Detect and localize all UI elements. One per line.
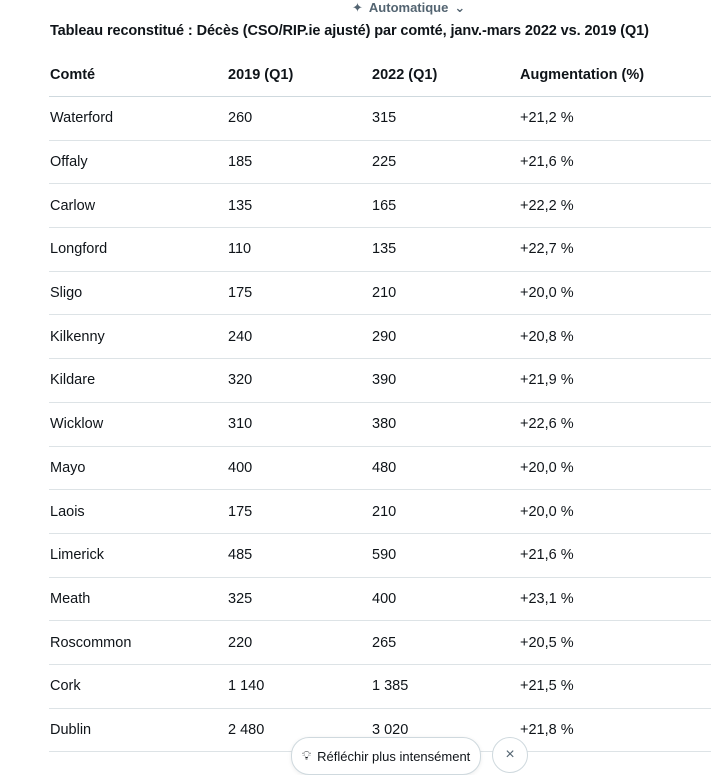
cell-2022: 210 [371, 271, 519, 316]
cell-2019: 320 [227, 358, 371, 403]
table-header-row: Comté 2019 (Q1) 2022 (Q1) Augmentation (… [49, 54, 711, 97]
cell-2022: 290 [371, 314, 519, 360]
deaths-table: Comté 2019 (Q1) 2022 (Q1) Augmentation (… [49, 54, 711, 753]
table-row: Kilkenny 240 290 +20,8 % [49, 314, 711, 360]
cell-2019: 325 [227, 577, 371, 622]
cell-increase: +20,0 % [519, 271, 711, 316]
cell-2022: 210 [371, 489, 519, 534]
table-row: Waterford 260 315 +21,2 % [49, 96, 711, 141]
header-county: Comté [49, 54, 227, 97]
cell-county: Offaly [49, 140, 227, 185]
cell-2019: 175 [227, 489, 371, 534]
table-row: Kildare 320 390 +21,9 % [49, 358, 711, 403]
cell-2022: 135 [371, 227, 519, 272]
cell-2022: 380 [371, 402, 519, 447]
cell-increase: +20,5 % [519, 620, 711, 665]
mode-selector[interactable]: ✦ Automatique ⌄ [352, 0, 465, 16]
header-2022: 2022 (Q1) [371, 54, 519, 97]
cell-county: Roscommon [49, 620, 227, 665]
cell-county: Mayo [49, 446, 227, 491]
header-increase: Augmentation (%) [519, 54, 711, 97]
table-title: Tableau reconstitué : Décès (CSO/RIP.ie … [50, 23, 649, 39]
sparkle-icon: ✦ [352, 0, 363, 15]
cell-county: Carlow [49, 183, 227, 229]
cell-increase: +20,0 % [519, 446, 711, 491]
table-row: Wicklow 310 380 +22,6 % [49, 402, 711, 447]
cell-2022: 1 385 [371, 664, 519, 709]
cell-increase: +21,6 % [519, 533, 711, 578]
cell-2019: 220 [227, 620, 371, 665]
cell-2019: 310 [227, 402, 371, 447]
think-harder-button[interactable]: 💡︎ Réfléchir plus intensément [291, 737, 482, 775]
table-row: Meath 325 400 +23,1 % [49, 577, 711, 622]
cell-increase: +23,1 % [519, 577, 711, 622]
cell-2022: 390 [371, 358, 519, 403]
cell-increase: +20,8 % [519, 314, 711, 360]
cell-increase: +20,0 % [519, 489, 711, 534]
cell-county: Limerick [49, 533, 227, 578]
cell-increase: +21,2 % [519, 96, 711, 141]
cell-increase: +22,6 % [519, 402, 711, 447]
cell-2022: 265 [371, 620, 519, 665]
think-harder-label: Réfléchir plus intensément [317, 748, 471, 764]
cell-2019: 1 140 [227, 664, 371, 709]
table-row: Cork 1 140 1 385 +21,5 % [49, 664, 711, 709]
cell-county: Kildare [49, 358, 227, 403]
cell-2022: 480 [371, 446, 519, 491]
table-row: Mayo 400 480 +20,0 % [49, 446, 711, 491]
table-row: Laois 175 210 +20,0 % [49, 489, 711, 534]
table-row: Sligo 175 210 +20,0 % [49, 271, 711, 316]
cell-increase: +22,2 % [519, 183, 711, 229]
cell-increase: +22,7 % [519, 227, 711, 272]
cell-county: Dublin [49, 708, 227, 753]
cell-2019: 400 [227, 446, 371, 491]
cell-2019: 110 [227, 227, 371, 272]
cell-increase: +21,9 % [519, 358, 711, 403]
cell-2022: 590 [371, 533, 519, 578]
lightbulb-icon: 💡︎ [302, 748, 312, 763]
cell-2019: 260 [227, 96, 371, 141]
mode-label: Automatique [368, 0, 449, 15]
header-2019: 2019 (Q1) [227, 54, 371, 97]
cell-county: Sligo [49, 271, 227, 316]
cell-increase: +21,8 % [519, 708, 711, 753]
cell-2022: 315 [371, 96, 519, 141]
table-row: Roscommon 220 265 +20,5 % [49, 620, 711, 665]
cell-county: Longford [49, 227, 227, 272]
close-button[interactable]: × [492, 737, 528, 773]
chevron-down-icon: ⌄ [454, 0, 466, 15]
table-row: Carlow 135 165 +22,2 % [49, 183, 711, 229]
cell-increase: +21,5 % [519, 664, 711, 709]
cell-2022: 400 [371, 577, 519, 622]
cell-2019: 175 [227, 271, 371, 316]
cell-2022: 165 [371, 183, 519, 229]
cell-county: Wicklow [49, 402, 227, 447]
table-row: Limerick 485 590 +21,6 % [49, 533, 711, 578]
cell-county: Meath [49, 577, 227, 622]
cell-2019: 240 [227, 314, 371, 360]
cell-increase: +21,6 % [519, 140, 711, 185]
cell-county: Cork [49, 664, 227, 709]
table-row: Longford 110 135 +22,7 % [49, 227, 711, 272]
cell-county: Kilkenny [49, 314, 227, 360]
cell-2019: 485 [227, 533, 371, 578]
cell-2022: 225 [371, 140, 519, 185]
cell-county: Laois [49, 489, 227, 534]
cell-county: Waterford [49, 96, 227, 141]
table-row: Offaly 185 225 +21,6 % [49, 140, 711, 185]
cell-2019: 185 [227, 140, 371, 185]
close-icon: × [505, 746, 515, 763]
cell-2019: 135 [227, 183, 371, 229]
